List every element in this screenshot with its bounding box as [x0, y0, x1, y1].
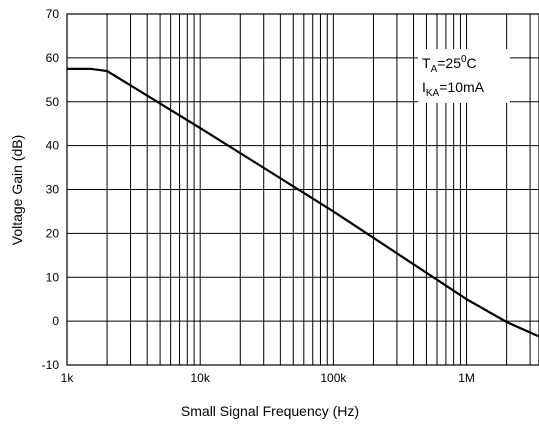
y-tick-label: -10 — [42, 358, 60, 372]
annotation-temperature: TA=250C — [422, 54, 477, 75]
y-tick-label: 10 — [46, 270, 60, 284]
y-tick-label: 30 — [46, 183, 60, 197]
annotation-current: IKA=10mA — [422, 79, 485, 99]
annotation-box — [418, 49, 510, 103]
x-tick-label: 10k — [191, 371, 211, 385]
y-tick-label: 40 — [46, 139, 60, 153]
x-tick-label: 1k — [61, 371, 75, 385]
y-tick-labels: -10 0 10 20 30 40 50 60 70 — [42, 7, 60, 372]
x-axis-label: Small Signal Frequency (Hz) — [181, 403, 359, 419]
x-tick-label: 1M — [458, 371, 475, 385]
y-tick-label: 70 — [46, 7, 60, 21]
y-tick-label: 60 — [46, 51, 60, 65]
gain-curve — [67, 67, 539, 338]
condition-annotation: TA=250C IKA=10mA — [418, 49, 510, 103]
plot-frame — [66, 13, 539, 366]
y-tick-label: 0 — [52, 314, 59, 328]
y-tick-label: 50 — [46, 95, 60, 109]
y-tick-label: 20 — [46, 226, 60, 240]
y-axis-label: Voltage Gain (dB) — [9, 135, 25, 246]
x-tick-labels: 1k 10k 100k 1M — [61, 371, 475, 385]
x-tick-label: 100k — [320, 371, 347, 385]
